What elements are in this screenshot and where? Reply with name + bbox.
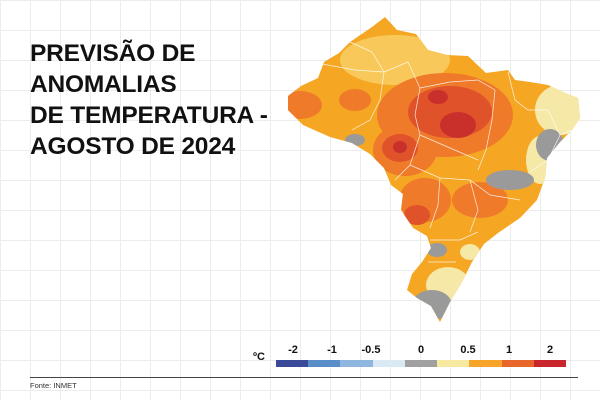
legend-tick-label: -1: [312, 344, 352, 356]
brazil-anomaly-map: [270, 5, 600, 335]
footer-divider: [30, 377, 578, 378]
brazil-map-svg: [270, 5, 600, 335]
legend-swatch: [340, 360, 372, 367]
legend: ºC -2 -1 -0.5 0 0.5 1 2: [250, 340, 580, 374]
title-line-2: ANOMALIAS: [30, 69, 280, 100]
legend-color-bar: [276, 360, 566, 367]
region-neutral-south-1: [427, 243, 447, 257]
legend-swatch: [308, 360, 340, 367]
legend-tick-label: 1: [489, 344, 529, 356]
region-warm-amazon: [339, 89, 371, 111]
region-hot-southwest: [404, 205, 430, 225]
legend-swatch: [502, 360, 534, 367]
title-line-1: PREVISÃO DE: [30, 38, 280, 69]
title-line-3: DE TEMPERATURA -: [30, 100, 280, 131]
region-cool-south-2: [460, 244, 480, 260]
region-neutral-rio-grande-do-sul: [412, 290, 452, 320]
legend-tick-label: 0.5: [448, 344, 488, 356]
page-title: PREVISÃO DE ANOMALIAS DE TEMPERATURA - A…: [30, 38, 280, 162]
legend-tick-label: 0: [401, 344, 441, 356]
legend-tick-label: 2: [530, 344, 570, 356]
region-neutral-acre: [345, 134, 365, 146]
legend-swatch: [405, 360, 437, 367]
title-line-4: AGOSTO DE 2024: [30, 131, 280, 162]
legend-swatch: [469, 360, 501, 367]
legend-unit: ºC: [253, 351, 265, 363]
region-warm-northwest: [278, 91, 322, 119]
legend-swatch: [276, 360, 308, 367]
legend-tick-label: -2: [273, 344, 313, 356]
legend-swatch: [437, 360, 469, 367]
region-neutral-bahia: [486, 170, 534, 190]
legend-swatch: [373, 360, 405, 367]
region-very-hot-north: [428, 90, 448, 104]
legend-swatch: [534, 360, 566, 367]
legend-tick-label: -0.5: [351, 344, 391, 356]
region-very-hot-core: [440, 112, 476, 138]
region-very-hot-west: [393, 141, 407, 153]
source-credit: Fonte: INMET: [30, 381, 77, 390]
